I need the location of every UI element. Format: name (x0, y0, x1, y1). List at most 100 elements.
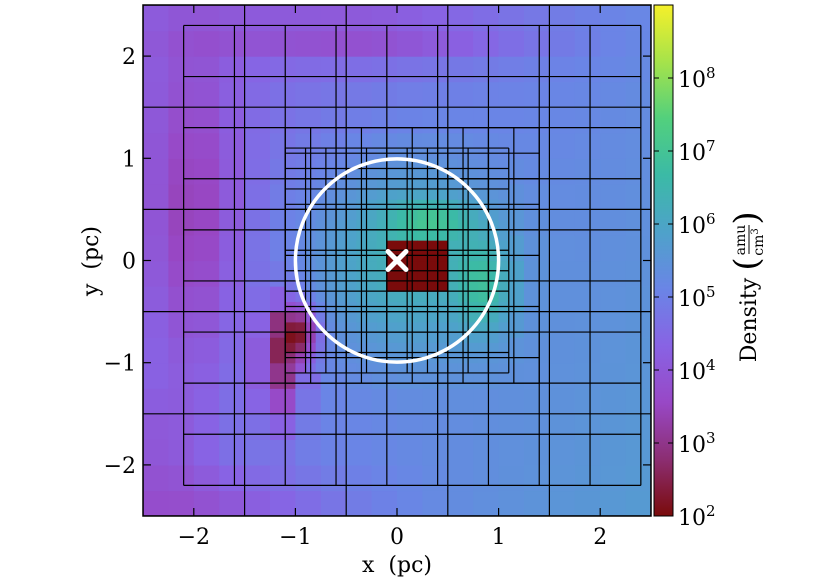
density-cell (498, 219, 510, 231)
density-cell (346, 229, 357, 241)
density-cell (336, 362, 347, 374)
density-cell (244, 413, 271, 440)
density-cell (447, 209, 459, 221)
density-cell (498, 209, 510, 221)
density-cell (366, 168, 378, 180)
density-cell (524, 311, 550, 338)
density-cell (417, 188, 429, 200)
density-cell (498, 342, 510, 354)
density-cell (397, 158, 408, 170)
density-cell (366, 321, 378, 333)
density-cell (320, 30, 347, 57)
density-cell (295, 5, 322, 32)
density-cell (549, 5, 576, 32)
density-cell (468, 270, 479, 282)
density-cell (574, 337, 601, 364)
density-cell (285, 332, 296, 343)
density-cell (219, 30, 246, 57)
colorbar-tick-label: 106 (678, 210, 716, 239)
density-cell (285, 291, 296, 302)
density-cell (168, 30, 195, 57)
density-cell (143, 107, 169, 134)
density-cell (549, 107, 576, 134)
density-cell (447, 388, 474, 415)
density-cell (600, 439, 627, 466)
density-cell (371, 81, 398, 108)
density-cell (473, 439, 500, 466)
density-cell (574, 183, 601, 210)
density-cell (325, 209, 337, 221)
y-axis-label: y (pc) (79, 226, 104, 297)
density-cell (625, 413, 651, 440)
density-cell (600, 388, 627, 415)
density-cell (315, 168, 327, 180)
density-cell (285, 342, 296, 354)
density-cell (397, 291, 408, 302)
colorbar-frame (653, 4, 674, 517)
density-cell (468, 280, 479, 292)
density-cell (498, 362, 510, 374)
density-cell (397, 280, 408, 292)
density-cell (295, 342, 307, 354)
density-cell (285, 270, 296, 282)
density-cell (325, 229, 337, 241)
density-cell (219, 337, 246, 364)
density-cell (376, 362, 388, 374)
density-cell (270, 490, 296, 516)
density-cell (498, 270, 510, 282)
density-cell (498, 56, 525, 83)
density-cell (549, 158, 576, 185)
colorbar-tick-label: 102 (678, 502, 716, 531)
density-cell (447, 56, 474, 83)
density-cell (397, 240, 408, 251)
density-cell (346, 30, 373, 57)
density-cell (427, 291, 439, 302)
x-tick-label: 1 (492, 525, 506, 550)
density-cell (417, 342, 429, 354)
density-cell (498, 280, 510, 292)
density-cell (244, 490, 271, 516)
density-cell (600, 464, 627, 492)
density-cell (488, 240, 500, 251)
density-cell (376, 342, 388, 354)
density-cell (168, 464, 195, 492)
density-cell (427, 280, 439, 292)
density-cell (219, 388, 246, 415)
density-cell (366, 291, 378, 302)
density-cell (376, 209, 388, 221)
density-cell (478, 321, 490, 333)
density-cell (625, 56, 651, 83)
density-cell (417, 270, 429, 282)
colorbar-unit-denominator: cm3 (750, 228, 767, 256)
density-cell (270, 81, 296, 108)
density-cell (346, 178, 357, 190)
density-cell (447, 30, 474, 57)
density-cell (473, 464, 500, 492)
density-cell (346, 332, 357, 343)
density-cell (427, 321, 439, 333)
density-cell (447, 490, 474, 516)
density-cell (371, 5, 398, 32)
density-cell (397, 168, 408, 180)
density-cell (447, 362, 459, 374)
density-cell (473, 81, 500, 108)
density-cell (244, 56, 271, 83)
density-cell (366, 229, 378, 241)
density-cell (437, 270, 449, 282)
density-cell (574, 30, 601, 57)
density-cell (397, 342, 408, 354)
density-cell (437, 280, 449, 292)
density-cell (498, 30, 525, 57)
density-cell (320, 388, 347, 415)
density-cell (468, 168, 479, 180)
density-cell (219, 56, 246, 83)
density-cell (447, 81, 474, 108)
density-cell (270, 439, 296, 466)
density-cell (468, 240, 479, 251)
density-cell (478, 158, 490, 170)
density-cell (574, 311, 601, 338)
density-cell (437, 240, 449, 251)
density-cell (315, 342, 327, 354)
density-cell (478, 209, 490, 221)
density-cell (478, 362, 490, 374)
